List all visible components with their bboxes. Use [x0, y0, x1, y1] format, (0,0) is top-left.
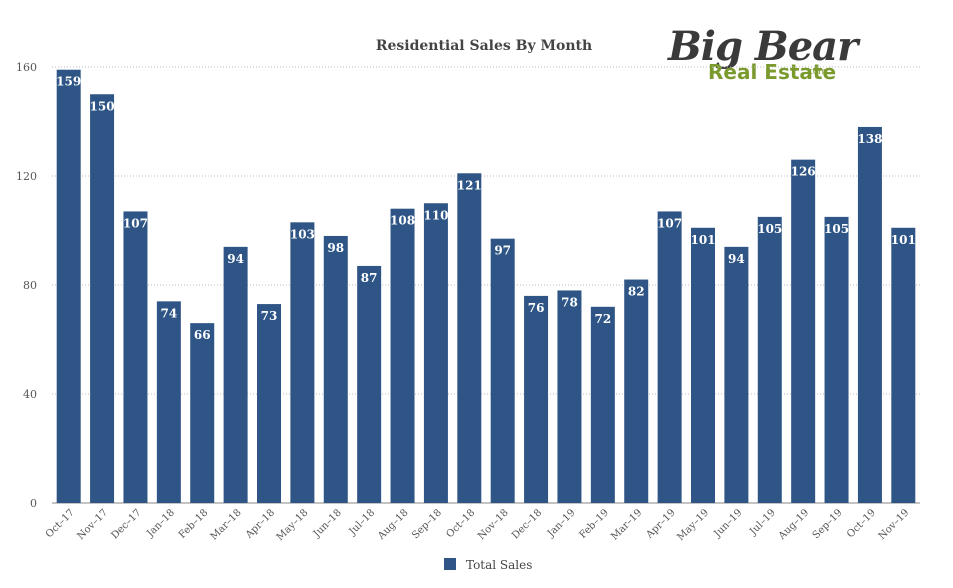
bar-value-label: 150 [90, 99, 115, 113]
x-tick-label: Jun–18 [311, 507, 344, 540]
x-tick-label: Dec–18 [510, 507, 544, 541]
x-tick-label: Sep–19 [811, 507, 845, 541]
bar [123, 211, 148, 504]
bar-value-label: 72 [594, 312, 611, 326]
legend: Total Sales [444, 558, 532, 572]
bar [56, 69, 81, 503]
bar [290, 222, 315, 503]
bar-value-label: 98 [327, 241, 344, 255]
x-tick-label: Nov–19 [877, 507, 912, 542]
bar [490, 238, 515, 504]
bar-value-label: 103 [290, 227, 315, 241]
bar [257, 304, 281, 503]
y-tick-label: 120 [16, 170, 37, 183]
bar-value-label: 105 [824, 222, 849, 236]
bar-value-label: 76 [528, 301, 545, 315]
bar-value-label: 101 [891, 233, 916, 247]
bar-value-label: 87 [361, 271, 378, 285]
bar-value-label: 74 [160, 306, 177, 320]
bar [791, 159, 816, 503]
bar [357, 265, 382, 503]
chart-title: Residential Sales By Month [376, 38, 592, 54]
bar-value-label: 82 [628, 285, 645, 299]
bar [557, 290, 582, 503]
bar [390, 208, 415, 503]
bars: 159 150 107 74 66 94 73 103 98 87 108 110 121 97 76 78 7… [56, 69, 916, 504]
bar-value-label: 108 [390, 214, 415, 228]
x-tick-label: Dec–17 [109, 507, 143, 541]
x-tick-label: Oct–19 [845, 507, 878, 540]
bar [757, 216, 782, 503]
bar [891, 227, 916, 503]
bar-value-label: 94 [227, 252, 244, 266]
bar-value-label: 110 [423, 208, 448, 222]
bar [691, 227, 715, 503]
logo-main-text: Big Bear [667, 23, 861, 70]
x-tick-label: Feb–19 [577, 507, 611, 541]
logo-sub-text: Real Estate [708, 60, 836, 84]
bar-value-label: 107 [657, 216, 682, 230]
x-tick-label: May–19 [675, 507, 711, 543]
bar [824, 216, 849, 503]
bar-value-label: 73 [261, 309, 278, 323]
bar [223, 246, 248, 503]
y-axis: 0 40 80 120 160 [16, 61, 37, 510]
x-tick-label: Jul–18 [347, 507, 378, 538]
bar-value-label: 97 [494, 244, 511, 258]
x-tick-label: Oct–18 [445, 507, 478, 540]
bar [590, 306, 615, 503]
x-tick-label: Sep–18 [410, 507, 444, 541]
x-tick-label: May–18 [275, 507, 311, 543]
x-tick-label: Jan–18 [144, 507, 177, 540]
bar-value-label: 101 [690, 233, 715, 247]
y-tick-label: 40 [23, 388, 37, 401]
x-tick-label: Jun–19 [712, 507, 745, 540]
x-tick-label: Apr–19 [644, 507, 678, 541]
x-tick-label: Nov–18 [476, 507, 511, 542]
bar [90, 94, 115, 503]
bar-value-label: 94 [728, 252, 745, 266]
big-bear-real-estate-logo: Big Bear Real Estate .com [667, 23, 862, 84]
bar [423, 203, 448, 503]
bar [624, 279, 649, 503]
legend-swatch-total-sales [444, 558, 456, 570]
x-tick-label: Mar–19 [609, 507, 644, 542]
bar-value-label: 126 [791, 165, 816, 179]
logo-domain-text: .com [805, 67, 827, 77]
y-tick-label: 0 [30, 497, 37, 510]
bar [190, 323, 215, 503]
bar [156, 301, 181, 503]
grid [52, 66, 920, 504]
x-tick-label: Feb–18 [177, 507, 211, 541]
y-tick-label: 80 [23, 279, 37, 292]
x-tick-label: Apr–18 [243, 507, 277, 541]
bar-value-label: 105 [757, 222, 782, 236]
x-tick-label: Nov–17 [75, 507, 110, 542]
x-tick-label: Jul–19 [747, 507, 778, 538]
y-tick-label: 160 [16, 61, 37, 74]
bar [657, 211, 682, 504]
bar [724, 246, 749, 503]
bar [524, 295, 549, 503]
bar-value-label: 66 [194, 328, 211, 342]
bar-value-label: 121 [457, 178, 482, 192]
x-tick-label: Aug–19 [776, 507, 811, 542]
bar-value-label: 78 [561, 295, 578, 309]
x-tick-label: Aug–18 [375, 507, 410, 542]
x-tick-label: Jan–19 [545, 507, 578, 540]
bar [323, 235, 348, 503]
bar-value-label: 159 [56, 75, 81, 89]
bar-value-label: 138 [857, 132, 882, 146]
x-tick-label: Mar–18 [209, 507, 244, 542]
x-tick-label: Oct–17 [44, 507, 77, 540]
bar-value-label: 107 [123, 216, 148, 230]
bar [857, 126, 882, 503]
bar [457, 173, 482, 503]
legend-label-total-sales: Total Sales [466, 558, 532, 572]
